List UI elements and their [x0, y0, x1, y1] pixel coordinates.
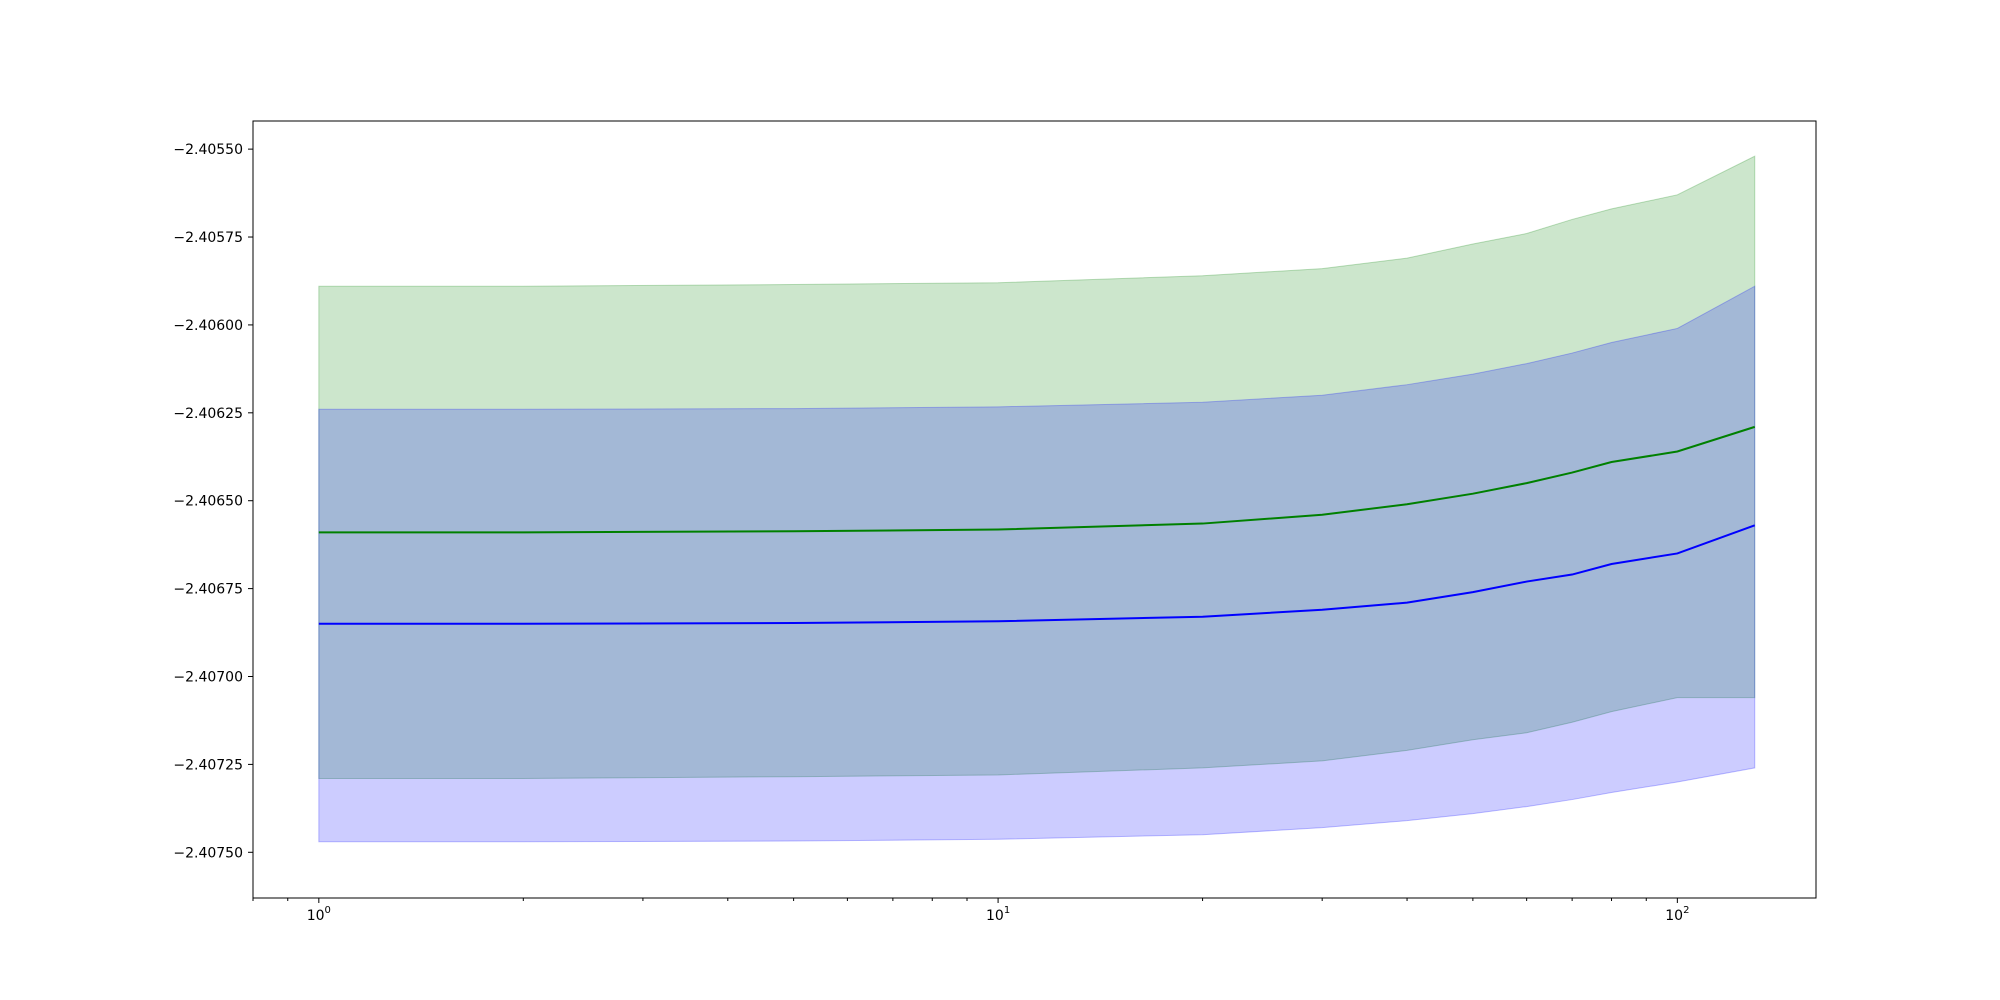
y-axis: −2.40550 −2.40575 −2.40600 −2.40625 −2.40650…	[173, 142, 253, 861]
bands-layer	[318, 155, 1756, 843]
y-tick-label: −2.40575	[173, 230, 243, 246]
x-tick-label: 100	[307, 905, 331, 924]
y-tick-label: −2.40650	[173, 494, 243, 510]
x-axis: 100 101 102	[252, 898, 1689, 924]
series-line-0	[318, 425, 1756, 534]
y-tick-label: −2.40675	[173, 582, 243, 598]
plot-frame	[252, 120, 1817, 899]
confidence-band-1	[318, 285, 1756, 843]
y-tick-label: −2.40625	[173, 406, 243, 422]
series-line-1	[318, 524, 1756, 625]
y-tick-label: −2.40725	[173, 757, 243, 773]
lines-layer	[318, 425, 1756, 625]
y-tick-label: −2.40550	[173, 142, 243, 158]
y-tick-label: −2.40750	[173, 845, 243, 861]
y-tick-label: −2.40700	[173, 670, 243, 686]
x-tick-label: 101	[986, 905, 1010, 924]
x-tick-label: 102	[1665, 905, 1689, 924]
y-tick-label: −2.40600	[173, 318, 243, 334]
